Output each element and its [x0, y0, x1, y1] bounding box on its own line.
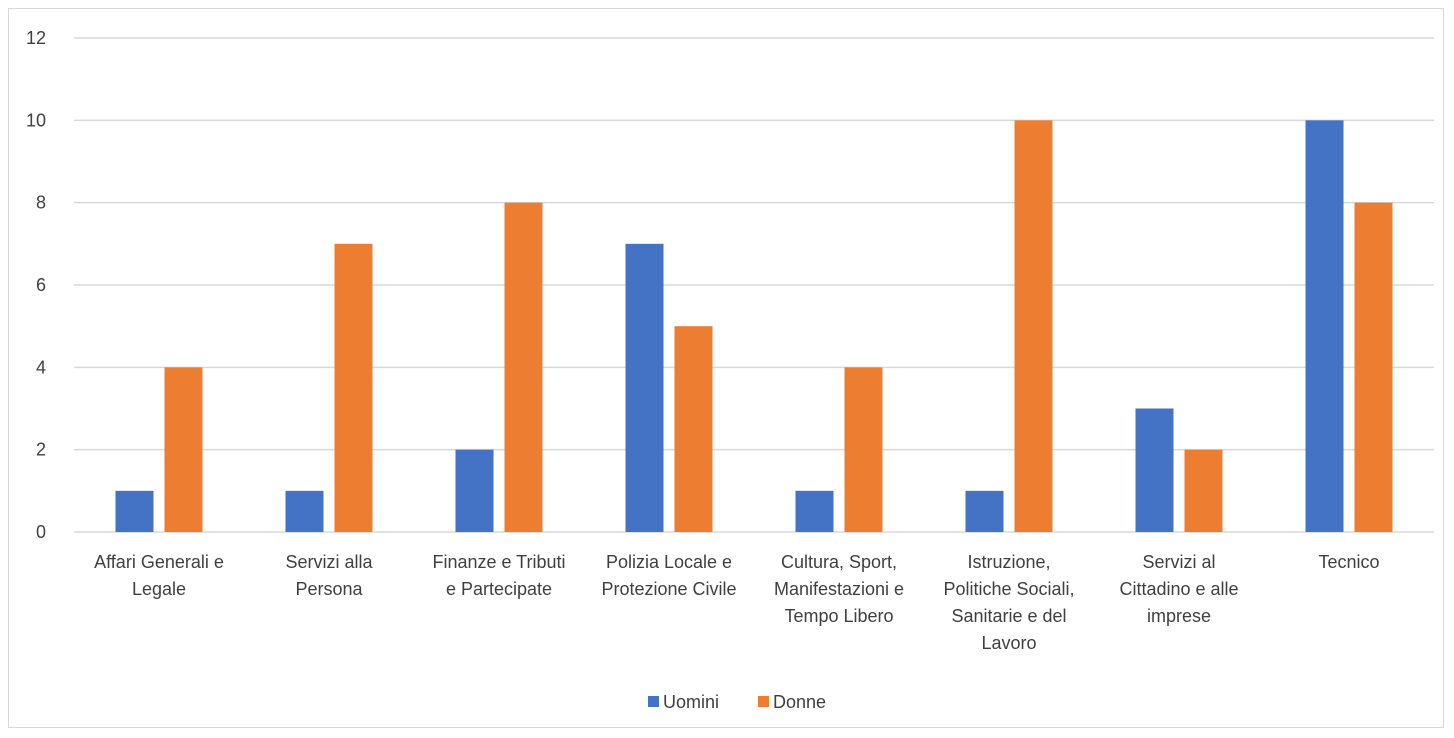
legend-swatch-uomini [648, 696, 659, 707]
y-tick-label: 10 [26, 110, 46, 130]
x-category-label: Istruzione, Politiche Sociali, Sanitarie e… [943, 552, 1074, 653]
y-tick-label: 6 [36, 275, 46, 295]
x-category-label: Polizia Locale e Protezione Civile [601, 552, 736, 599]
y-tick-label: 8 [36, 193, 46, 213]
y-tick-label: 2 [36, 440, 46, 460]
bar-donne [504, 202, 543, 532]
x-category-label: Affari Generali e Legale [94, 552, 224, 599]
bar-donne [1184, 449, 1223, 532]
bar-uomini [1135, 408, 1174, 532]
bar-donne [1014, 120, 1053, 532]
x-category-label: Tecnico [1318, 552, 1379, 572]
x-category-label: Servizi alla Persona [285, 552, 373, 599]
gridlines [74, 37, 1434, 533]
x-category-label: Servizi al Cittadino e alle imprese [1119, 552, 1238, 626]
bar-uomini [1305, 120, 1344, 532]
x-axis-labels: Affari Generali e Legale Servizi alla Perso… [94, 552, 1379, 653]
bar-uomini [625, 243, 664, 533]
bar-donne [674, 326, 713, 532]
y-tick-label: 0 [36, 522, 46, 542]
y-tick-label: 12 [26, 28, 46, 48]
bar-uomini [795, 490, 834, 532]
x-category-label: Finanze e Tributi e Partecipate [432, 552, 565, 599]
bar-uomini [115, 490, 154, 532]
bar-donne [1354, 202, 1393, 532]
bar-uomini [455, 449, 494, 532]
legend: Uomini Donne [648, 692, 826, 712]
x-category-label: Cultura, Sport, Manifestazioni e Tempo Lib… [774, 552, 904, 626]
bar-uomini [965, 490, 1004, 532]
bar-donne [334, 243, 373, 533]
bar-donne [844, 367, 883, 532]
bar-uomini [285, 490, 324, 532]
bars [115, 120, 1393, 533]
legend-swatch-donne [758, 696, 769, 707]
legend-label-uomini: Uomini [663, 692, 719, 712]
y-axis-ticks: 0 2 4 6 8 10 12 [26, 28, 46, 542]
bar-donne [164, 367, 203, 532]
legend-label-donne: Donne [773, 692, 826, 712]
y-tick-label: 4 [36, 357, 46, 377]
